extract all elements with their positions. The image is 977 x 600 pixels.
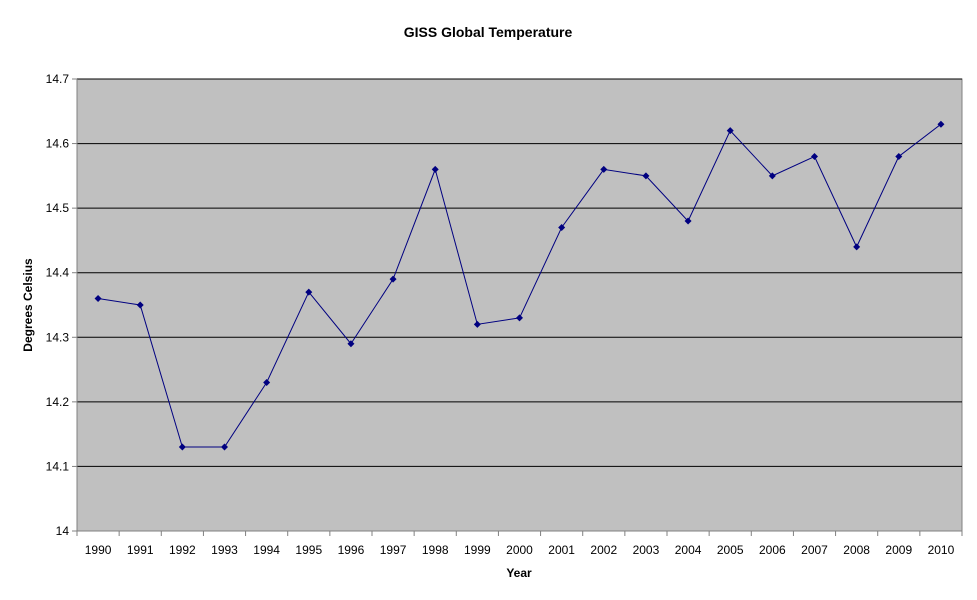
data-point-marker <box>431 165 439 173</box>
x-tick-label: 2005 <box>717 543 744 557</box>
y-tick-label: 14.6 <box>46 137 70 151</box>
data-point-marker <box>473 320 481 328</box>
x-tick-label: 2002 <box>590 543 617 557</box>
x-axis-title: Year <box>506 566 532 580</box>
data-point-marker <box>263 378 271 386</box>
data-point-marker <box>726 127 734 135</box>
plot-area <box>76 78 963 532</box>
y-tick-label: 14 <box>56 524 70 538</box>
chart-title: GISS Global Temperature <box>404 24 573 40</box>
x-tick-label: 2000 <box>506 543 533 557</box>
data-point-marker <box>178 443 186 451</box>
y-tick-label: 14.7 <box>46 72 70 86</box>
x-tick-label: 1995 <box>295 543 322 557</box>
data-point-marker <box>389 275 397 283</box>
y-axis-title: Degrees Celsius <box>21 258 35 352</box>
x-tick-label: 1997 <box>380 543 407 557</box>
plot-area-group: 14 14.1 14.2 14.3 14.4 14.5 14.6 14.7 1990 1991 19… <box>46 72 963 557</box>
x-tick-label: 1990 <box>85 543 112 557</box>
x-tick-label: 2004 <box>675 543 702 557</box>
y-tick-label: 14.3 <box>46 330 70 344</box>
x-tick-label: 1996 <box>338 543 365 557</box>
x-tick-label: 1994 <box>253 543 280 557</box>
data-point-marker <box>811 152 818 160</box>
x-tick-label: 1999 <box>464 543 491 557</box>
data-point-marker <box>558 224 566 232</box>
data-point-marker <box>684 217 692 225</box>
y-tick-label: 14.4 <box>46 266 70 280</box>
data-point-marker <box>516 314 523 322</box>
x-tick-label: 2001 <box>548 543 575 557</box>
x-tick-label: 2003 <box>633 543 660 557</box>
x-tick-label: 2006 <box>759 543 786 557</box>
data-point-marker <box>853 243 861 251</box>
x-tick-label: 2007 <box>801 543 828 557</box>
data-point-marker <box>895 152 903 160</box>
data-point-marker <box>937 120 945 128</box>
data-point-marker <box>768 172 776 180</box>
y-tick-label: 14.5 <box>46 201 70 215</box>
x-tick-label: 1998 <box>422 543 449 557</box>
x-tick-label: 1993 <box>211 543 238 557</box>
data-point-marker <box>347 340 355 348</box>
data-point-marker <box>136 301 144 309</box>
x-tick-label: 2008 <box>843 543 870 557</box>
data-point-marker <box>642 172 650 180</box>
x-tick-label: 1991 <box>127 543 154 557</box>
data-point-marker <box>600 165 608 173</box>
data-point-marker <box>221 443 228 451</box>
x-tick-label: 2009 <box>885 543 912 557</box>
data-point-marker <box>94 295 102 303</box>
y-tick-label: 14.2 <box>46 395 70 409</box>
x-tick-label: 2010 <box>928 543 955 557</box>
data-point-marker <box>305 288 313 296</box>
x-tick-label: 1992 <box>169 543 196 557</box>
y-tick-label: 14.1 <box>46 459 70 473</box>
